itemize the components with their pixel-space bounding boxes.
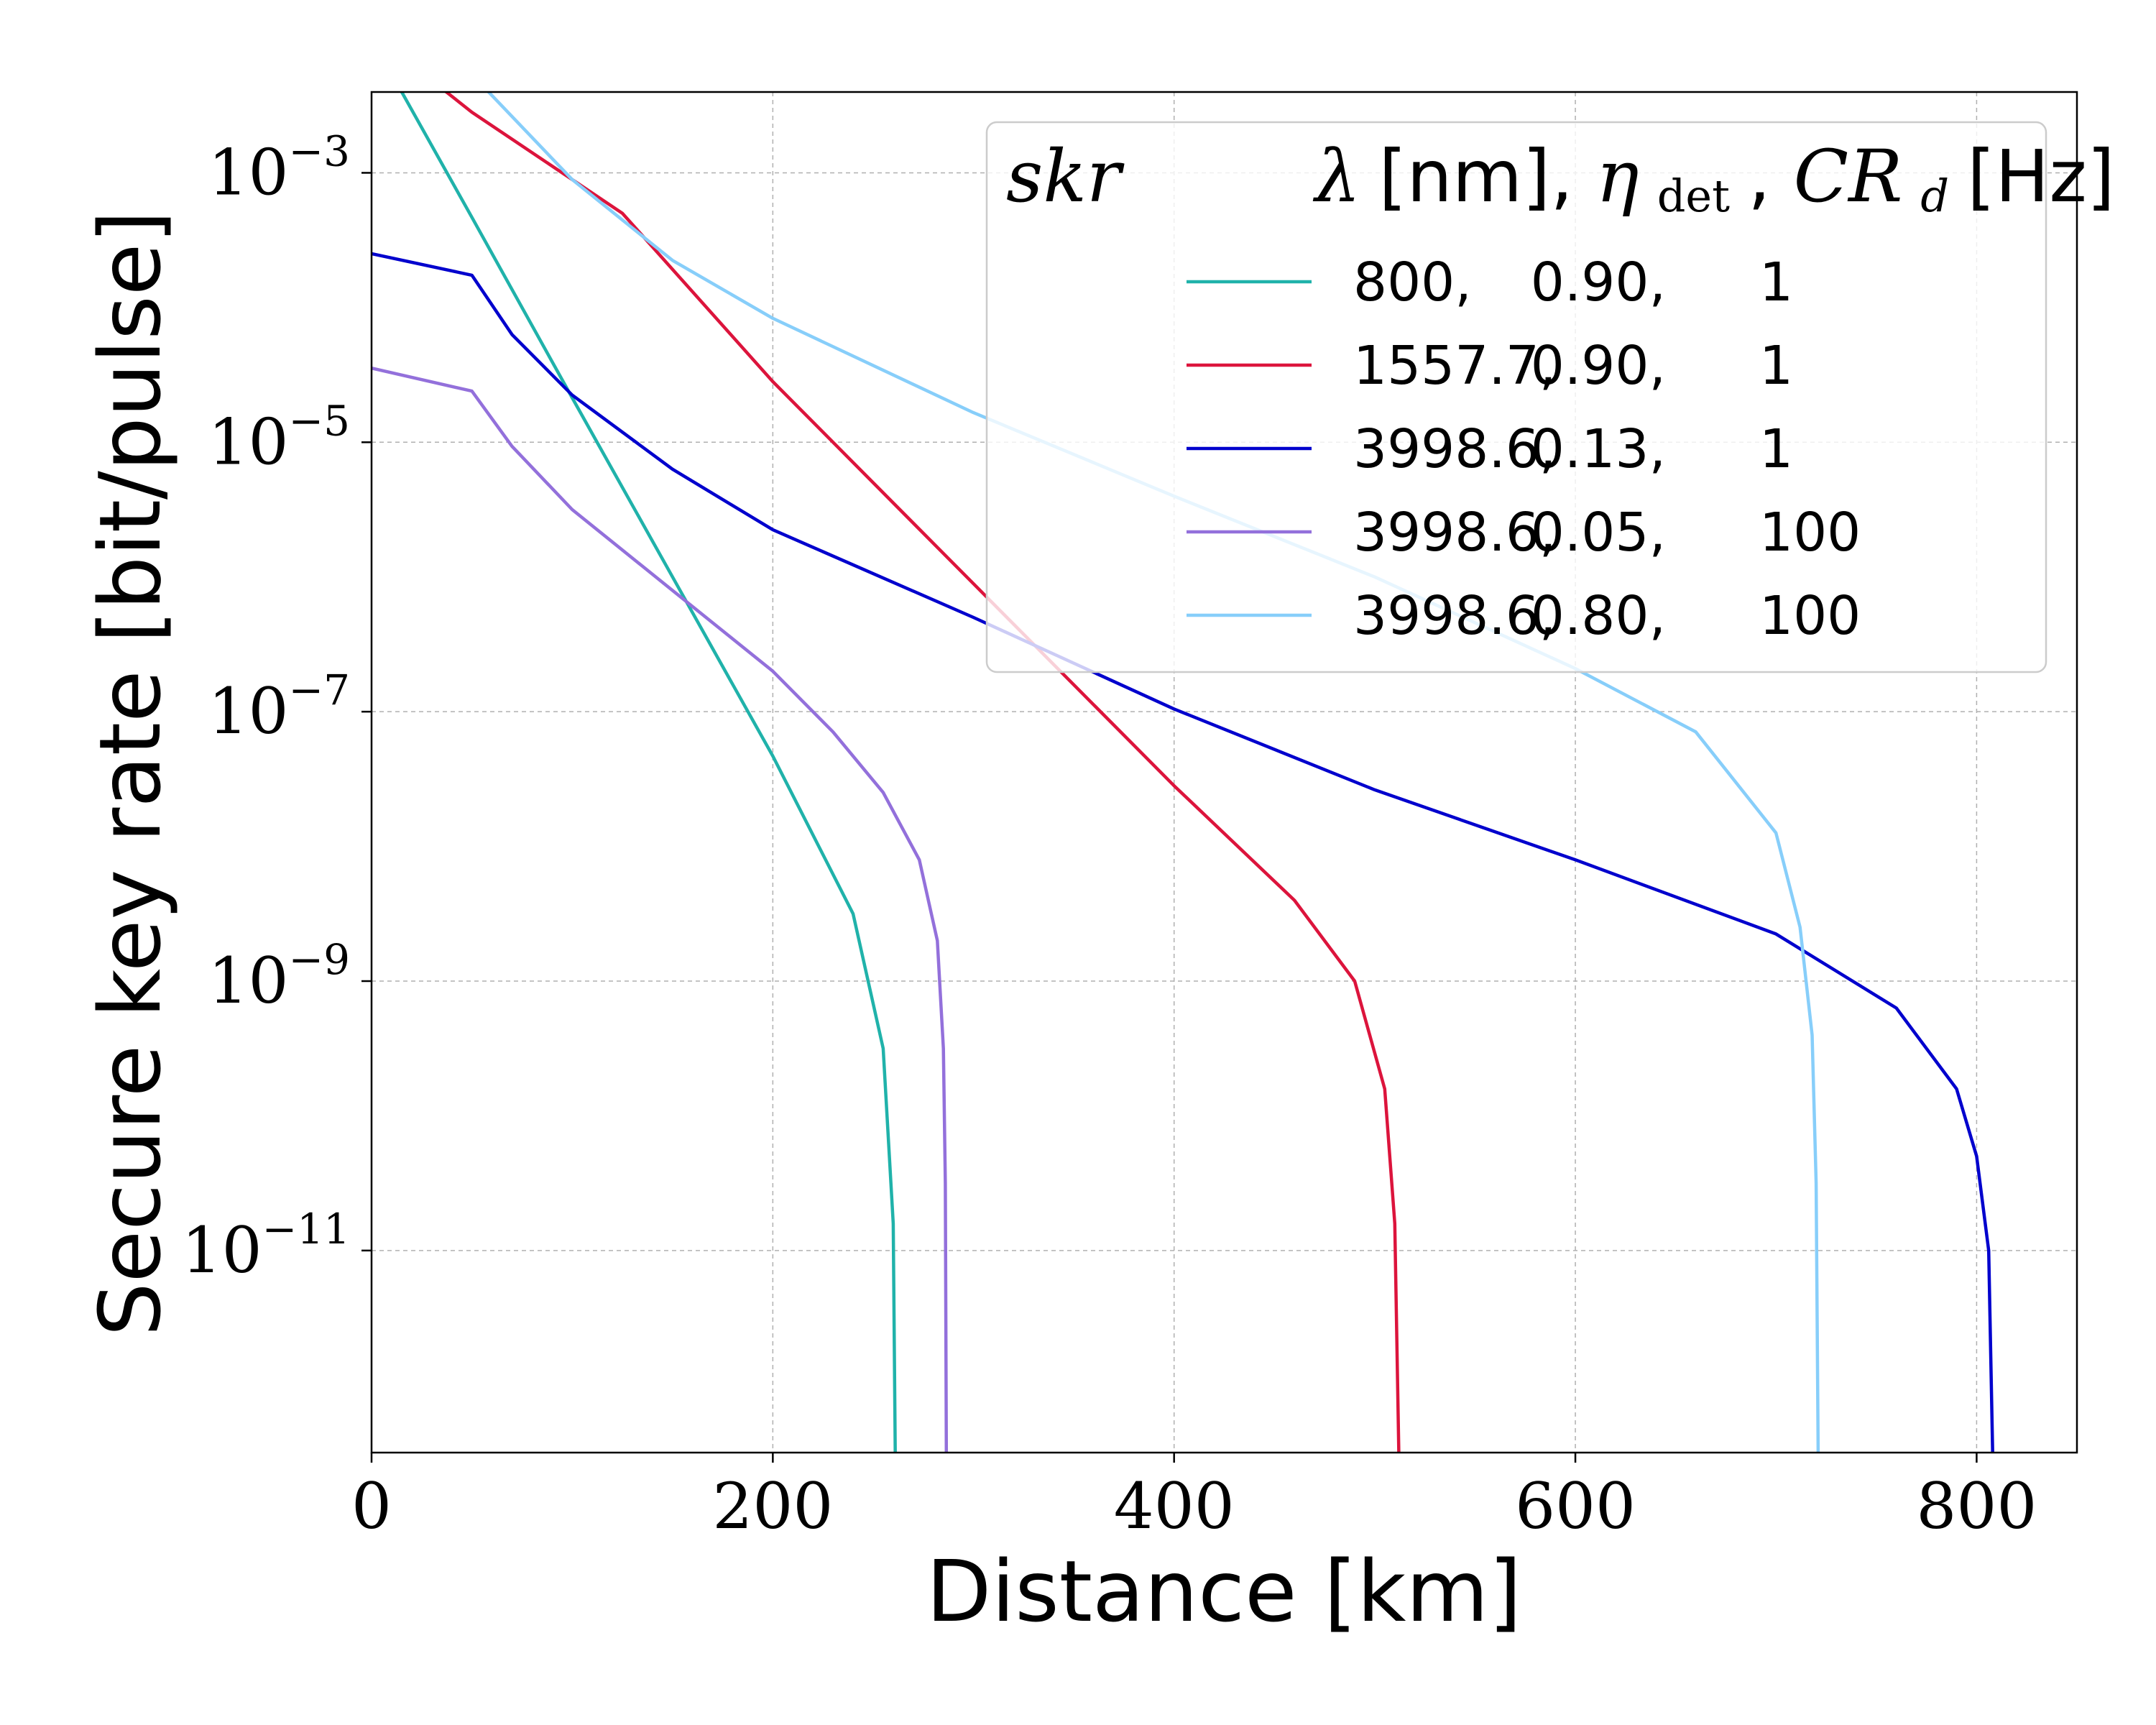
y-axis-label: Secure key rate [bit/pulse] <box>80 211 180 1337</box>
legend-label-efficiency: 0.90, <box>1531 252 1666 313</box>
plot-frame <box>370 91 2078 1454</box>
series-line <box>372 367 949 1453</box>
x-tick-label: 0 <box>351 1469 392 1543</box>
y-tick-label: 10−5 <box>208 396 350 479</box>
x-tick-label: 600 <box>1515 1469 1636 1543</box>
legend-label-wavelength: 3998.6, <box>1353 585 1556 647</box>
legend-header-params: λ [nm], η det , CR d [Hz] <box>1312 134 2115 227</box>
legend-lambda: λ <box>1312 134 1360 218</box>
legend-label-efficiency: 0.13, <box>1531 418 1666 480</box>
legend-eta-sub: det <box>1657 170 1730 222</box>
legend-label-wavelength: 3998.6, <box>1353 502 1556 564</box>
series-line <box>400 92 897 1453</box>
legend-label-efficiency: 0.90, <box>1531 335 1666 397</box>
x-tick-label: 200 <box>712 1469 833 1543</box>
y-tick-label: 10−11 <box>182 1205 350 1287</box>
legend-label-darkcount: 100 <box>1759 585 1861 647</box>
legend-label-darkcount: 100 <box>1759 502 1861 564</box>
axis-ticks: 0 200 400 600 800 10−3 10−5 10−7 10−9 10−11 <box>182 126 2037 1543</box>
legend-sep: , <box>1748 134 1794 218</box>
legend-label-efficiency: 0.05, <box>1531 502 1666 564</box>
y-tick-label: 10−7 <box>208 666 350 748</box>
legend-cr-unit: [Hz] <box>1967 134 2115 218</box>
y-tick-label: 10−3 <box>208 126 350 209</box>
legend-box <box>985 121 2047 673</box>
x-tick-label: 800 <box>1916 1469 2037 1543</box>
legend: skr λ [nm], η det , CR d [Hz] 800, 0.90, 1… <box>985 121 2115 673</box>
legend-label-darkcount: 1 <box>1759 252 1793 313</box>
legend-cr: CR <box>1794 134 1903 218</box>
legend-label-darkcount: 1 <box>1759 335 1793 397</box>
legend-label-wavelength: 3998.6, <box>1353 418 1556 480</box>
legend-label-darkcount: 1 <box>1759 418 1793 480</box>
legend-lambda-unit: [nm], <box>1378 134 1595 218</box>
legend-label-wavelength: 800, <box>1353 252 1472 313</box>
legend-cr-sub: d <box>1920 170 1949 222</box>
legend-label-wavelength: 1557.7, <box>1353 335 1556 397</box>
y-tick-label: 10−9 <box>208 935 350 1018</box>
series-line <box>372 252 1994 1453</box>
legend-eta: η <box>1596 134 1639 218</box>
legend-header-skr: skr <box>1006 134 1125 218</box>
legend-label-efficiency: 0.80, <box>1531 585 1666 647</box>
x-axis-label: Distance [km] <box>926 1542 1522 1641</box>
x-tick-label: 400 <box>1114 1469 1235 1543</box>
